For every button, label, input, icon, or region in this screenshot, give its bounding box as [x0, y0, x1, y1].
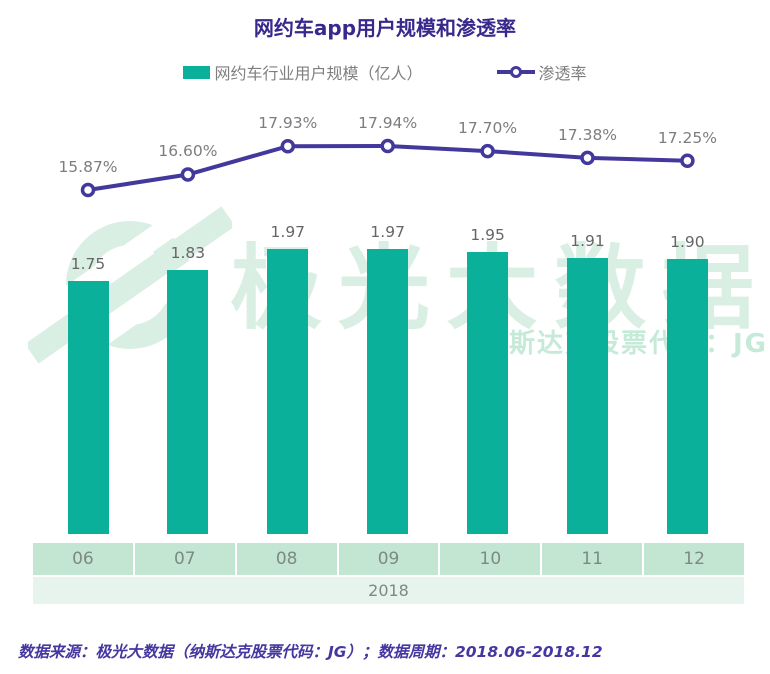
bar-value-label: 1.95 — [470, 226, 505, 244]
bar — [167, 270, 209, 534]
bar — [567, 258, 608, 534]
line-marker-icon — [496, 65, 535, 79]
x-axis-month: 10 — [440, 543, 541, 575]
watermark-subtext: 纳斯达克股票代码：JG — [480, 329, 768, 359]
x-axis-month: 06 — [33, 543, 133, 575]
x-axis-month: 11 — [542, 543, 643, 575]
bar-value-label: 1.90 — [670, 233, 705, 251]
chart-area: 极光大数据 纳斯达克股票代码：JG 1.751.831.971.971.951.… — [0, 95, 770, 534]
bar — [367, 249, 409, 534]
bar-value-label: 1.83 — [170, 244, 206, 262]
x-axis-month: 07 — [134, 543, 235, 575]
x-axis-month: 08 — [236, 543, 337, 575]
x-axis-month: 09 — [338, 543, 439, 575]
bar-value-label: 1.97 — [370, 223, 405, 241]
x-axis-months: 06 07 08 09 10 11 12 — [33, 543, 745, 575]
source-note: 数据来源：极光大数据（纳斯达克股票代码：JG）；数据周期：2018.06-201… — [18, 643, 603, 661]
legend-bars-label: 网约车行业用户规模（亿人） — [214, 64, 423, 83]
bar — [267, 249, 309, 534]
bar — [467, 252, 509, 534]
bar-value-label: 1.91 — [570, 232, 605, 250]
chart-title: 网约车app用户规模和渗透率 — [253, 16, 517, 40]
bar-swatch-icon — [183, 65, 211, 79]
legend-item-line: 渗透率 — [496, 60, 587, 84]
legend-item-bars: 网约车行业用户规模（亿人） — [183, 60, 423, 84]
x-axis-month: 12 — [644, 543, 745, 575]
bar — [666, 259, 708, 534]
bar-value-label: 1.75 — [70, 255, 106, 273]
bar-value-label: 1.97 — [270, 223, 306, 241]
legend: 网约车行业用户规模（亿人） 渗透率 — [0, 60, 770, 84]
legend-line-label: 渗透率 — [538, 64, 587, 83]
bar — [67, 281, 109, 534]
x-axis-year-label: 2018 — [33, 577, 744, 604]
bars-layer: 1.75 1.83 1.97 1.97 1.95 1.91 1.90 — [0, 95, 770, 534]
